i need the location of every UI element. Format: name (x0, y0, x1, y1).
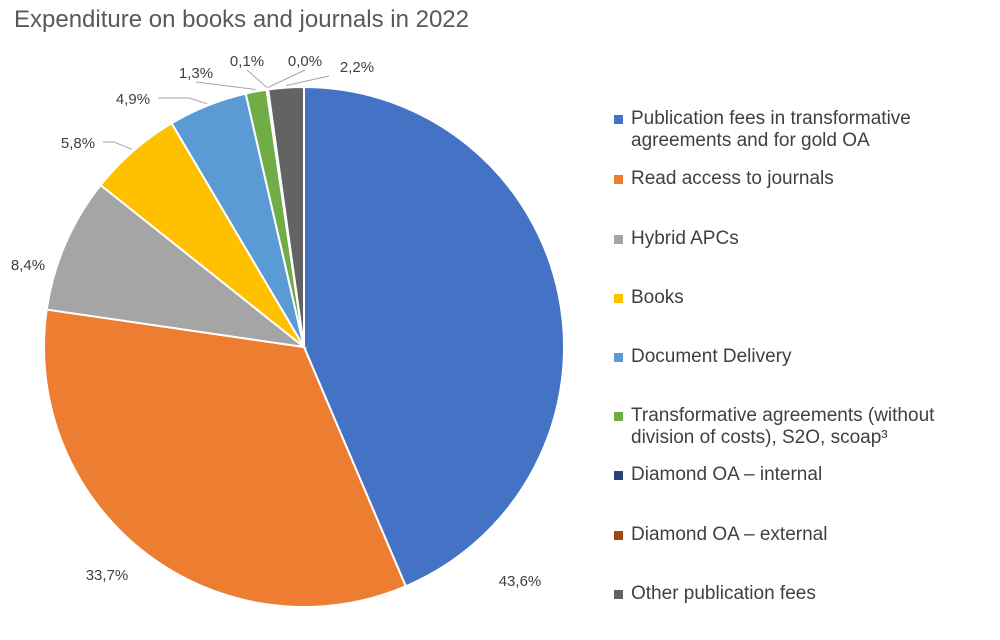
legend-item: Other publication fees (610, 583, 990, 605)
data-label: 2,2% (340, 59, 374, 76)
legend-label: Publication fees in transformative agree… (631, 108, 911, 151)
data-label: 0,1% (230, 53, 264, 70)
legend-label: Read access to journals (631, 168, 834, 189)
leader-line (246, 69, 268, 88)
legend-label: Document Delivery (631, 346, 792, 367)
data-label: 1,3% (179, 65, 213, 82)
legend-label: Transformative agreements (without divis… (631, 405, 935, 448)
leader-line (195, 81, 256, 90)
legend-item: Books (610, 287, 990, 309)
legend-label: Books (631, 287, 684, 308)
legend-swatch (614, 353, 623, 362)
legend-label: Hybrid APCs (631, 228, 739, 249)
data-label: 5,8% (61, 135, 95, 152)
legend-item: Document Delivery (610, 346, 990, 368)
data-label: 43,6% (499, 573, 542, 590)
legend-swatch (614, 175, 623, 184)
leader-line (158, 97, 207, 105)
legend-swatch (614, 294, 623, 303)
data-label: 8,4% (11, 257, 45, 274)
pie-slice (303, 85, 566, 588)
data-label: 4,9% (116, 91, 150, 108)
legend-item: Publication fees in transformative agree… (610, 108, 990, 152)
legend-swatch (614, 471, 623, 480)
pie-slice (45, 183, 308, 349)
legend-item: Diamond OA – internal (610, 464, 990, 486)
leader-line (285, 75, 330, 87)
legend-label: Diamond OA – external (631, 524, 828, 545)
legend-swatch (614, 412, 623, 421)
legend-item: Transformative agreements (without divis… (610, 405, 990, 449)
chart-title: Expenditure on books and journals in 202… (14, 6, 469, 33)
legend-label: Other publication fees (631, 583, 816, 604)
leader-line (267, 69, 306, 88)
pie-slice (267, 85, 305, 348)
data-label: 0,0% (288, 53, 322, 70)
legend-label: Diamond OA – internal (631, 464, 823, 485)
legend-item: Diamond OA – external (610, 524, 990, 546)
legend-swatch (614, 115, 623, 124)
legend-swatch (614, 235, 623, 244)
leader-line (103, 141, 133, 150)
legend-item: Read access to journals (610, 168, 990, 190)
legend-item: Hybrid APCs (610, 228, 990, 250)
data-label: 33,7% (86, 567, 129, 584)
legend-swatch (614, 590, 623, 599)
pie-slice (43, 308, 408, 608)
legend-swatch (614, 531, 623, 540)
